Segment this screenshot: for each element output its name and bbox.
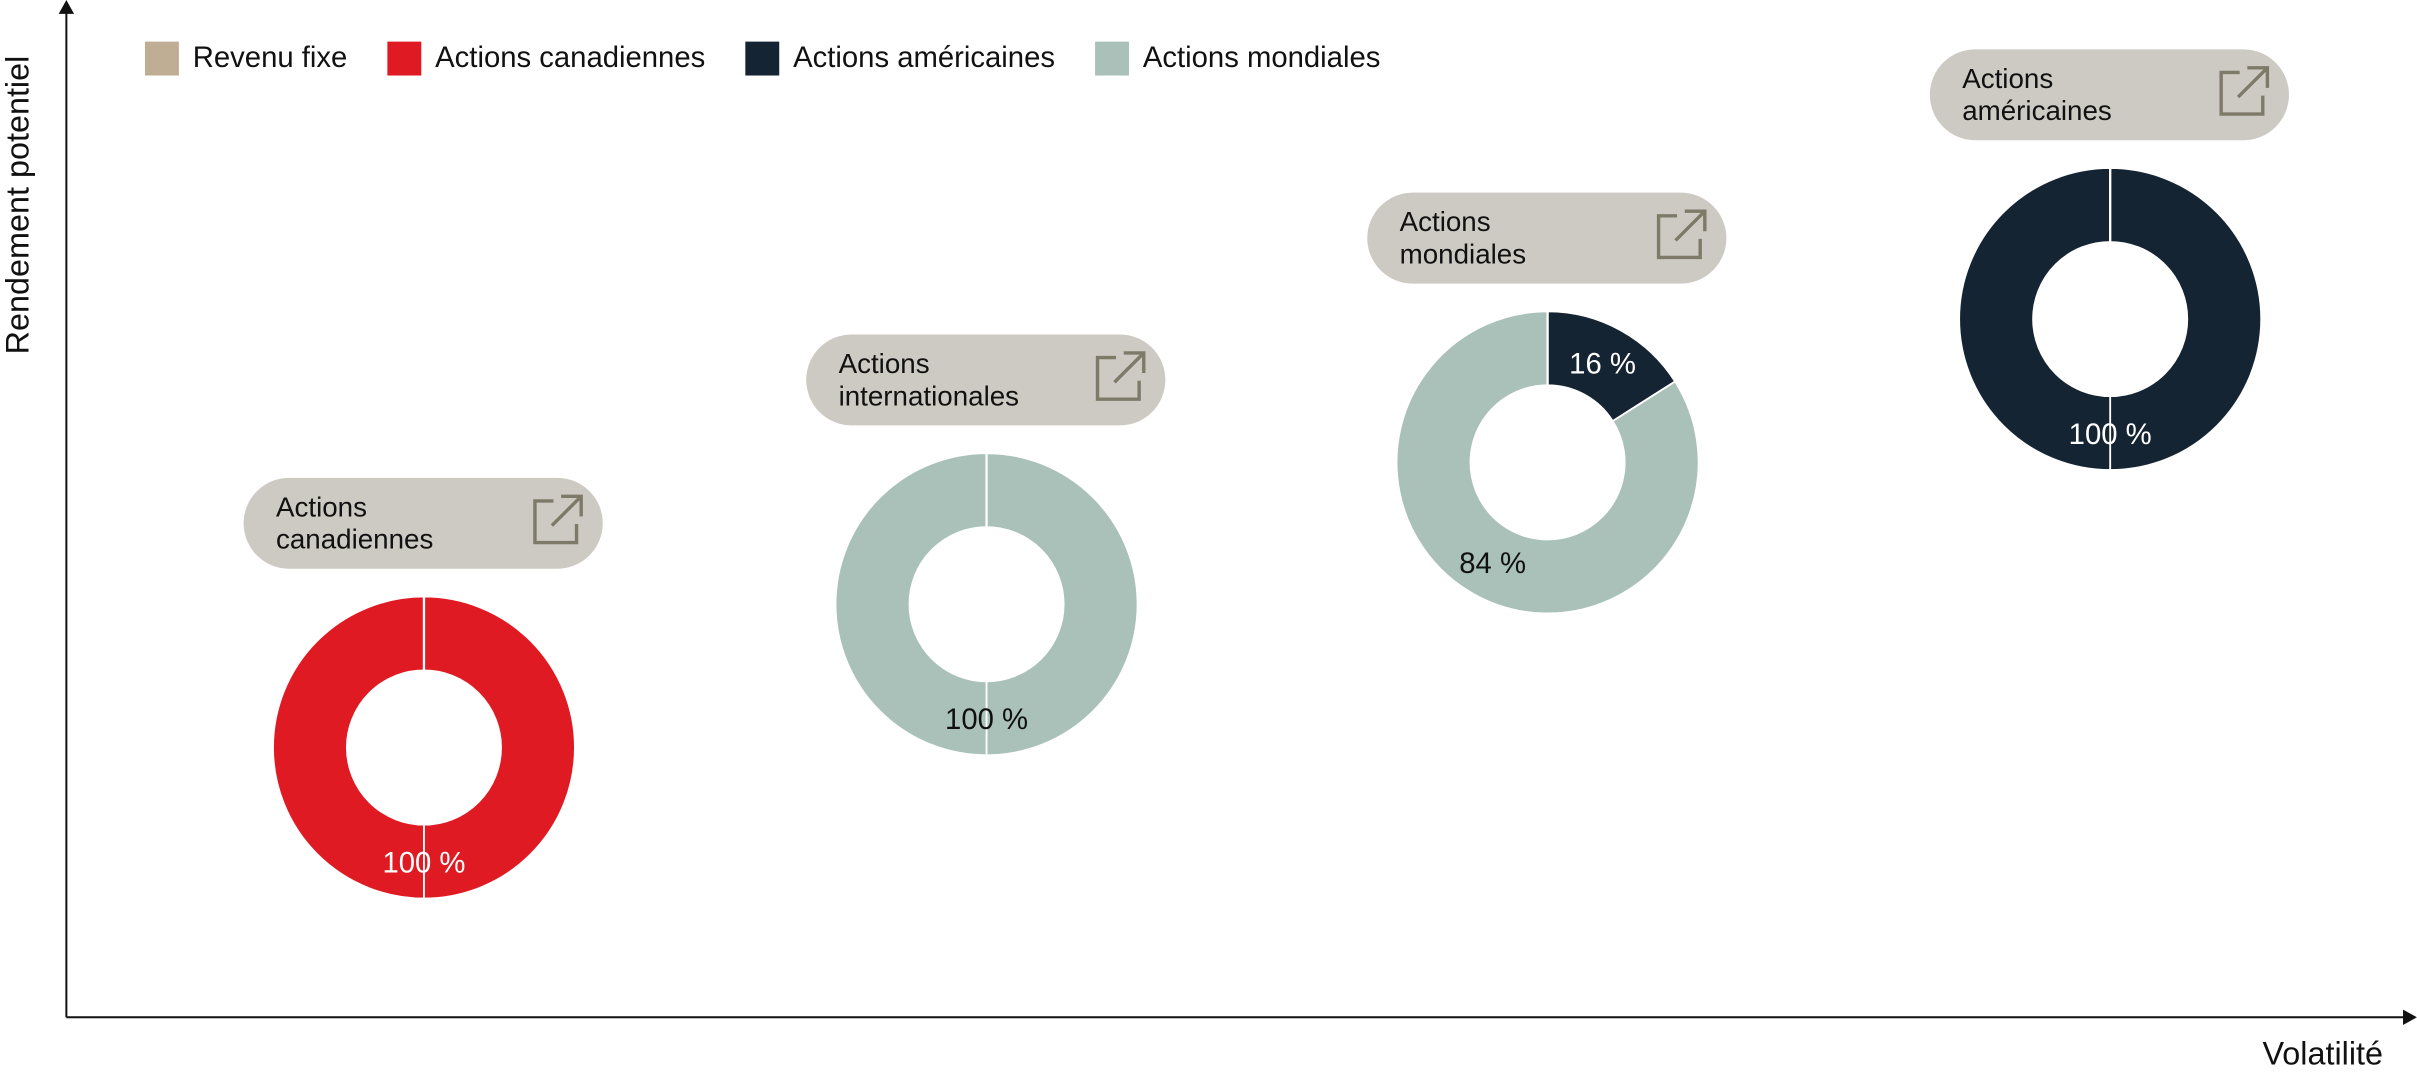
portfolio-name: Actions américaines (1962, 63, 2112, 127)
portfolio-button[interactable]: Actions canadiennes (243, 477, 603, 569)
legend-label: Actions canadiennes (435, 41, 705, 74)
pill (1367, 192, 1727, 284)
portfolio-name: Actions internationales (838, 348, 1020, 412)
legend-label: Revenu fixe (193, 41, 348, 74)
pill (243, 477, 603, 569)
legend-swatch (745, 41, 780, 76)
value-label: 100 % (945, 703, 1028, 736)
portfolio-name: Actions canadiennes (275, 491, 434, 555)
y-axis-label: Rendement potentiel (0, 56, 36, 355)
pill-label-box: Actions américaines (1962, 63, 2112, 127)
legend-swatch (144, 41, 179, 76)
pill (1929, 49, 2289, 141)
value-label: 16 % (1569, 347, 1636, 380)
legend-label: Actions mondiales (1143, 41, 1381, 74)
portfolio-button[interactable]: Actions américaines (1929, 49, 2289, 141)
pill (806, 334, 1166, 426)
legend-swatch (387, 41, 422, 76)
x-axis-label: Volatilité (2262, 1035, 2383, 1071)
value-label: 100 % (2069, 418, 2152, 451)
x-axis-arrow (2403, 1009, 2417, 1025)
y-axis-arrow (58, 0, 75, 14)
donut-slice (834, 452, 1139, 757)
donut-slice (272, 595, 576, 900)
pill-label-box: Actions internationales (838, 348, 1020, 412)
external-link-icon (1095, 351, 1146, 401)
portfolio-button[interactable]: Actions internationales (806, 334, 1166, 426)
external-link-icon (1656, 209, 1707, 260)
value-label: 100 % (382, 846, 465, 879)
donut-slice (1958, 167, 2263, 472)
pill-label-box: Actions mondiales (1399, 206, 1527, 270)
portfolio-name: Actions mondiales (1399, 206, 1527, 270)
legend-label: Actions américaines (793, 41, 1055, 74)
pill-label-box: Actions canadiennes (275, 491, 434, 555)
legend-swatch (1095, 41, 1129, 76)
external-link-icon (2219, 66, 2270, 116)
portfolio-button[interactable]: Actions mondiales (1367, 192, 1727, 284)
external-link-icon (533, 494, 583, 545)
value-label: 84 % (1459, 547, 1526, 580)
donut-slice (1395, 310, 1700, 615)
